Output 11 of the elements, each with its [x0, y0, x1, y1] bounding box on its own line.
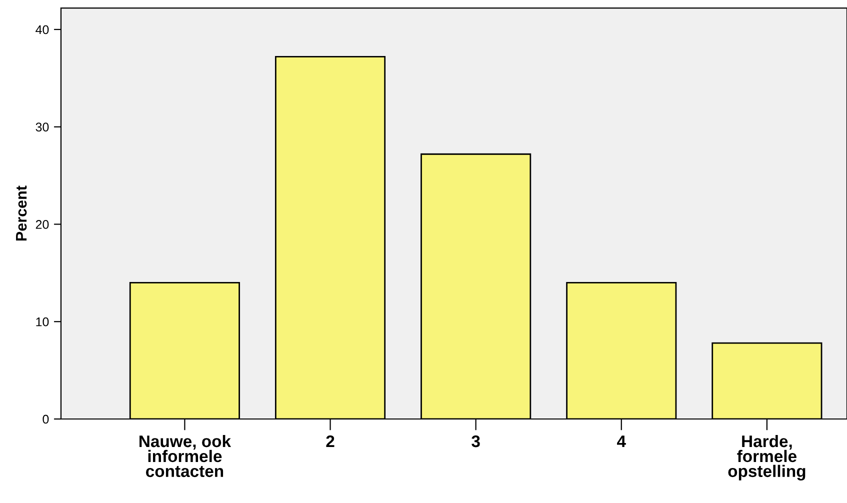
- x-tick-label: Harde, formele opstelling: [728, 434, 806, 480]
- y-tick-label: 20: [36, 220, 49, 229]
- x-tick-label: Nauwe, ook informele contacten: [140, 434, 232, 478]
- y-tick-label: 10: [36, 317, 49, 326]
- x-tick-label: 2: [326, 435, 334, 448]
- y-tick-label: 0: [42, 414, 49, 424]
- y-tick-label: 30: [36, 122, 49, 132]
- x-tick-label: 3: [472, 435, 480, 448]
- x-tick-label: 4: [617, 436, 626, 448]
- y-axis-title: Percent: [16, 186, 27, 241]
- y-tick-label: 40: [36, 25, 49, 34]
